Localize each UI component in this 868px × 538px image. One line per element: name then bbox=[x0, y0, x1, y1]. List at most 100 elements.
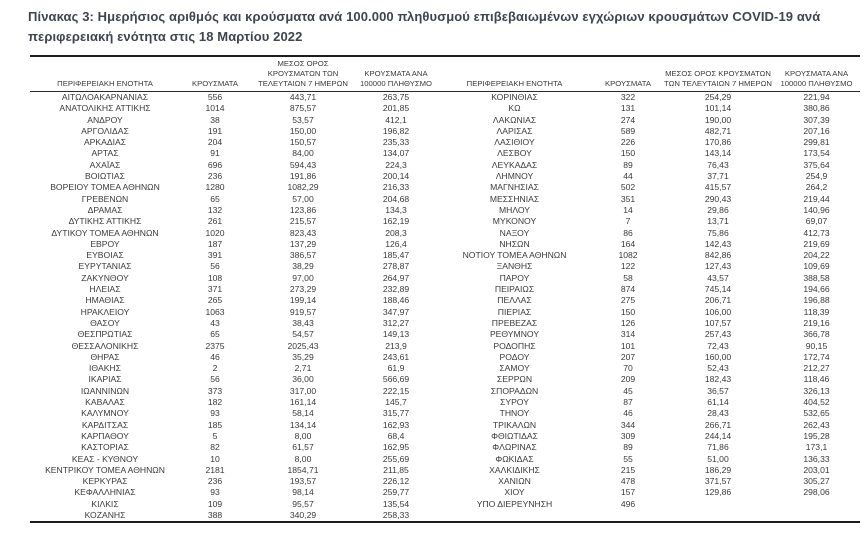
per100k-cell: 532,65 bbox=[803, 408, 830, 419]
region-cell: ΙΩΑΝΝΙΝΩΝ bbox=[80, 385, 130, 396]
cases-cell: 274 bbox=[620, 114, 636, 125]
avg7-cell: 36,00 bbox=[292, 374, 314, 385]
table-row: ΔΡΑΜΑΣ 132 123,86 134,3 ΜΗΛΟΥ 14 29,86 140,96 bbox=[30, 205, 860, 216]
table-row: ΘΑΣΟΥ 43 38,43 312,27 ΠΡΕΒΕΖΑΣ 126 107,57 219,1… bbox=[30, 318, 860, 329]
cases-cell: 191 bbox=[207, 125, 223, 136]
region-cell: ΡΕΘΥΜΝΟΥ bbox=[489, 329, 540, 340]
per100k-cell: 255,69 bbox=[382, 453, 410, 464]
table-row: ΚΕΦΑΛΛΗΝΙΑΣ 93 98,14 259,77 ΧΙΟΥ 157 129,86 298… bbox=[30, 487, 860, 498]
avg7-cell: 95,57 bbox=[292, 498, 314, 509]
region-cell: ΡΟΔΟΠΗΣ bbox=[493, 340, 536, 351]
cases-cell: 150 bbox=[620, 306, 636, 317]
per100k-cell: 315,77 bbox=[382, 408, 410, 419]
avg7-cell: 415,57 bbox=[704, 182, 732, 193]
cases-cell: 209 bbox=[620, 374, 636, 385]
per100k-cell: 366,78 bbox=[803, 329, 830, 340]
per100k-cell: 185,47 bbox=[382, 250, 410, 261]
cases-cell: 1063 bbox=[205, 306, 225, 317]
per100k-cell: 172,74 bbox=[803, 351, 830, 362]
per100k-cell: 263,75 bbox=[382, 92, 410, 102]
table-header: ΠΕΡΙΦΕΡΕΙΑΚΗ ΕΝΟΤΗΤΑ ΚΡΟΥΣΜΑΤΑ ΜΕΣΟΣ ΟΡΟ… bbox=[30, 56, 860, 92]
per100k-cell: 68,4 bbox=[387, 430, 405, 441]
avg7-cell: 160,00 bbox=[704, 351, 732, 362]
per100k-cell: 134,07 bbox=[382, 148, 410, 159]
cases-cell: 226 bbox=[620, 137, 636, 148]
avg7-cell: 97,00 bbox=[292, 272, 314, 283]
avg7-cell: 54,57 bbox=[292, 329, 314, 340]
per100k-cell: 118,39 bbox=[803, 306, 830, 317]
avg7-cell: 199,14 bbox=[289, 295, 317, 306]
avg7-cell: 72,43 bbox=[707, 340, 729, 351]
avg7-cell: 8,00 bbox=[294, 430, 312, 441]
region-cell: ΕΥΡΥΤΑΝΙΑΣ bbox=[78, 261, 132, 272]
cases-cell: 261 bbox=[207, 216, 223, 227]
avg7-cell: 28,43 bbox=[707, 408, 729, 419]
region-cell: ΤΗΝΟΥ bbox=[499, 408, 530, 419]
avg7-cell: 38,43 bbox=[292, 317, 314, 328]
cases-cell: 5 bbox=[212, 430, 218, 441]
per100k-cell: 195,28 bbox=[803, 430, 830, 441]
per100k-cell: 307,39 bbox=[803, 114, 830, 125]
region-cell: ΥΠΟ ΔΙΕΡΕΥΝΗΣΗ bbox=[476, 498, 553, 509]
cases-cell: 309 bbox=[620, 430, 636, 441]
cases-cell: 185 bbox=[207, 419, 223, 430]
cases-cell: 108 bbox=[207, 272, 223, 283]
per100k-cell: 388,58 bbox=[803, 272, 830, 283]
avg7-cell: 8,00 bbox=[294, 453, 312, 464]
table-row: ΑΡΤΑΣ 91 84,00 134,07 ΛΕΣΒΟΥ 150 143,14 173,54 bbox=[30, 148, 860, 159]
region-cell: ΔΥΤΙΚΟΥ ΤΟΜΕΑ ΑΘΗΝΩΝ bbox=[51, 227, 159, 238]
cases-cell: 2 bbox=[212, 363, 218, 374]
region-cell: ΙΘΑΚΗΣ bbox=[89, 363, 121, 374]
avg7-cell: 29,86 bbox=[707, 204, 729, 215]
cases-cell: 14 bbox=[623, 204, 633, 215]
region-cell: ΚΟΖΑΝΗΣ bbox=[84, 509, 126, 520]
region-cell: ΗΛΕΙΑΣ bbox=[89, 284, 121, 295]
cases-cell: 204 bbox=[207, 137, 223, 148]
per100k-cell: 326,13 bbox=[803, 385, 830, 396]
table-row: ΚΑΒΑΛΑΣ 182 161,14 145,7 ΣΥΡΟΥ 87 61,14 404,52 bbox=[30, 397, 860, 408]
cases-cell: 589 bbox=[620, 125, 636, 136]
per100k-cell: 126,4 bbox=[385, 238, 407, 249]
region-cell: ΑΙΤΩΛΟΑΚΑΡΝΑΝΙΑΣ bbox=[61, 92, 149, 102]
avg7-cell: 84,00 bbox=[292, 148, 314, 159]
avg7-cell: 340,29 bbox=[289, 509, 317, 520]
avg7-cell: 76,43 bbox=[707, 159, 729, 170]
avg7-cell: 98,14 bbox=[292, 487, 314, 498]
region-cell: ΓΡΕΒΕΝΩΝ bbox=[81, 193, 129, 204]
cases-cell: 388 bbox=[207, 509, 223, 520]
per100k-cell: 222,15 bbox=[382, 385, 410, 396]
per100k-cell: 212,27 bbox=[803, 363, 830, 374]
per100k-cell: 219,69 bbox=[803, 238, 830, 249]
table-row: ΑΧΑΪΑΣ 696 594,43 224,3 ΛΕΥΚΑΔΑΣ 89 76,43 375,6… bbox=[30, 160, 860, 171]
table-row: ΒΟΡΕΙΟΥ ΤΟΜΕΑ ΑΘΗΝΩΝ 1280 1082,29 216,33 ΜΑΓ… bbox=[30, 182, 860, 193]
per100k-cell: 412,73 bbox=[803, 227, 830, 238]
per100k-cell: 173,54 bbox=[803, 148, 830, 159]
table-row: ΘΗΡΑΣ 46 35,29 243,61 ΡΟΔΟΥ 207 160,00 172,74 bbox=[30, 352, 860, 363]
avg7-cell: 35,29 bbox=[292, 351, 314, 362]
per100k-cell: 404,52 bbox=[803, 397, 830, 408]
region-cell: ΘΕΣΠΡΩΤΙΑΣ bbox=[77, 329, 133, 340]
region-cell: ΦΩΚΙΔΑΣ bbox=[495, 453, 534, 464]
per100k-cell: 219,44 bbox=[803, 193, 830, 204]
avg7-cell: 1082,29 bbox=[287, 182, 319, 193]
avg7-cell: 290,43 bbox=[704, 193, 732, 204]
region-cell: ΚΑΛΥΜΝΟΥ bbox=[81, 408, 129, 419]
cases-cell: 82 bbox=[210, 442, 220, 453]
cases-cell: 46 bbox=[210, 351, 220, 362]
avg7-cell: 823,43 bbox=[289, 227, 317, 238]
region-cell: ΚΟΡΙΝΘΙΑΣ bbox=[491, 92, 538, 102]
region-cell: ΣΥΡΟΥ bbox=[500, 397, 529, 408]
per100k-cell: 145,7 bbox=[385, 397, 407, 408]
cases-cell: 164 bbox=[620, 238, 636, 249]
cases-cell: 391 bbox=[207, 250, 223, 261]
region-cell: ΑΡΓΟΛΙΔΑΣ bbox=[81, 125, 129, 136]
per100k-cell: 232,89 bbox=[382, 284, 410, 295]
avg7-cell: 1854,71 bbox=[287, 464, 319, 475]
cases-cell: 70 bbox=[623, 363, 633, 374]
region-cell: ΘΗΡΑΣ bbox=[90, 351, 120, 362]
region-cell: ΚΕΡΚΥΡΑΣ bbox=[82, 476, 128, 487]
per100k-cell: 243,61 bbox=[382, 351, 410, 362]
per100k-cell: 149,13 bbox=[382, 329, 410, 340]
cases-cell: 275 bbox=[620, 295, 636, 306]
region-cell: ΝΗΣΩΝ bbox=[499, 238, 530, 249]
